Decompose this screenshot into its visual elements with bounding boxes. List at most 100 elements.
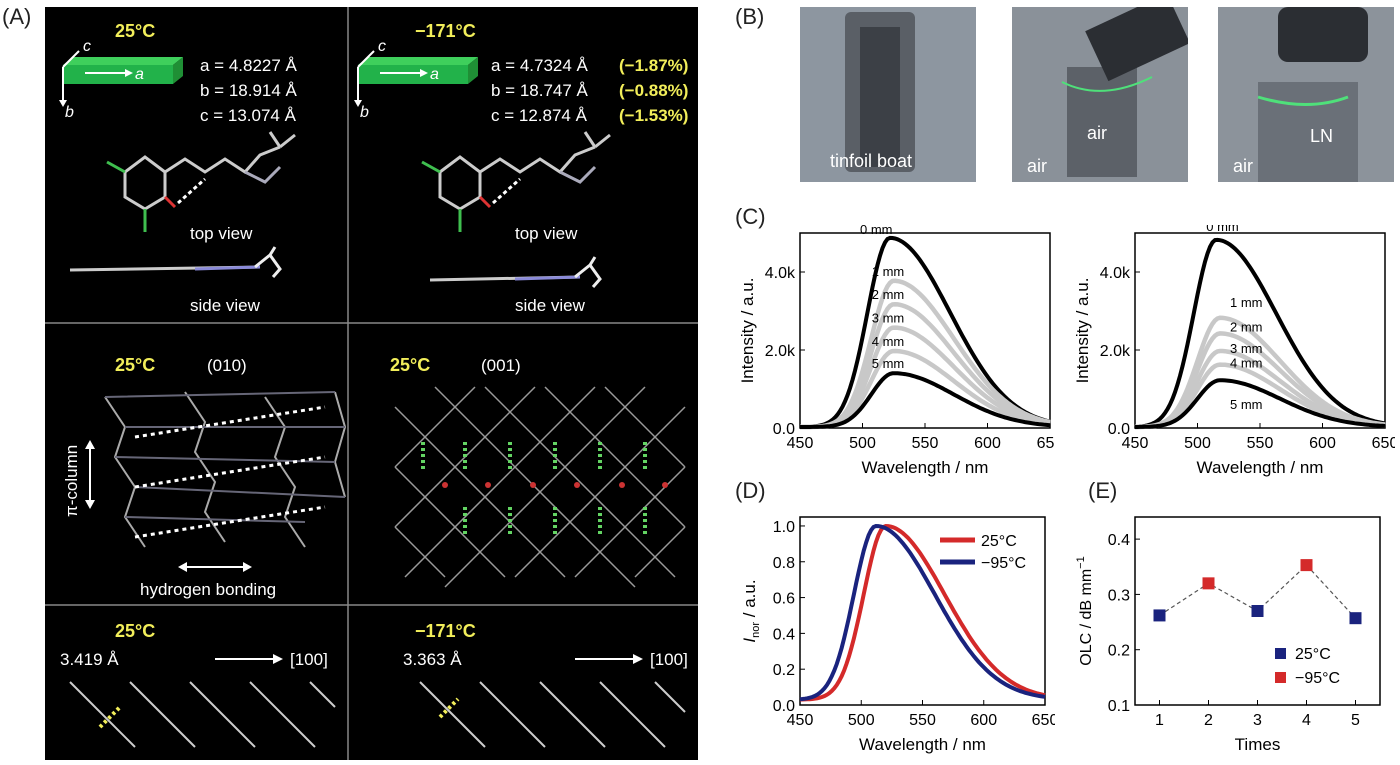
temp-label: −171°C [415, 621, 476, 641]
direction-label: [100] [650, 650, 688, 669]
x-tick-label: 650 [1032, 712, 1055, 729]
unit-cell-axes: a b c [59, 38, 183, 121]
stack-distance: 3.363 Å [403, 650, 462, 669]
y-tick-label: 0.0 [773, 698, 795, 715]
legend-label: −95°C [1295, 670, 1340, 687]
svg-text:b: b [65, 104, 74, 121]
y-tick-label: 0.4 [1108, 532, 1130, 549]
panel-label-a: (A) [2, 4, 32, 29]
temp-label: −171°C [415, 21, 476, 41]
panel-label-c: (C) [735, 204, 766, 229]
data-point [1153, 609, 1166, 622]
x-tick-label: 450 [1122, 435, 1149, 452]
lattice-a: a = 4.7324 Å [491, 56, 589, 75]
y-tick-label: 0.0 [773, 421, 795, 438]
series-label: 2 mm [1230, 319, 1263, 334]
y-axis-title: OLC / dB mm−1 [1075, 556, 1095, 665]
stacked-molecules [69, 681, 336, 748]
air-label-1: air [1087, 123, 1107, 143]
x-tick-label: 500 [849, 435, 876, 452]
temp-label: 25°C [115, 355, 155, 375]
y-axis-title: Intensity / a.u. [1073, 278, 1092, 384]
series-label: 4 mm [1230, 356, 1263, 371]
molecule-top-view [106, 131, 296, 232]
molecule-side-view [429, 256, 602, 288]
y-tick-label: 0.4 [773, 626, 795, 643]
x-tick-label: 3 [1253, 712, 1262, 729]
svg-text:a: a [135, 66, 144, 83]
stack-distance: 3.419 Å [60, 650, 119, 669]
x-tick-label: 450 [787, 435, 814, 452]
lattice-c: c = 13.074 Å [200, 106, 297, 125]
legend-label: −95°C [981, 555, 1026, 572]
normalized-emission-chart: 450 500 550 600 650 0.0 0.2 0.4 0.6 0.8 1.0 Wavelen… [740, 516, 1055, 754]
olc-chart: 1 2 3 4 5 0.1 0.2 0.3 0.4 Times OLC / dB mm−1 25°C −… [1075, 516, 1381, 754]
air-label-3: air [1233, 156, 1253, 176]
y-tick-label: 0.8 [773, 555, 795, 572]
plot-frame [799, 232, 1051, 429]
series-label: 1 mm [1230, 295, 1263, 310]
series-label: 4 mm [872, 334, 905, 349]
y-tick-label: 0.2 [1108, 643, 1130, 660]
cell-r3c1: 25°C 3.419 Å [100] [60, 621, 336, 748]
y-tick-label: 4.0k [1100, 265, 1131, 282]
series-label: 5 mm [872, 356, 905, 371]
hbond-dots [421, 442, 647, 537]
side-view-label: side view [515, 296, 586, 315]
emission-chart-left: 450 500 550 600 650 0.0 2.0k 4.0k Wavelength / n… [738, 225, 1055, 477]
lattice-b: b = 18.747 Å [491, 81, 589, 100]
series-label: 2 mm [872, 287, 905, 302]
ln-label: LN [1310, 126, 1333, 146]
panel-label-e: (E) [1088, 478, 1118, 503]
panel-label-d: (D) [735, 478, 766, 503]
series-label: 5 mm [1230, 397, 1263, 412]
x-tick-label: 500 [1184, 435, 1211, 452]
direction-label: [100] [290, 650, 328, 669]
x-tick-label: 550 [1247, 435, 1274, 452]
legend-swatch [1275, 672, 1286, 683]
pi-column-arrow: π-column [62, 440, 95, 517]
series-label: 0 mm [1206, 225, 1239, 234]
x-axis-title: Wavelength / nm [859, 735, 986, 754]
y-tick-label: 2.0k [1100, 343, 1131, 360]
legend-swatch [1275, 648, 1286, 659]
x-tick-label: 5 [1351, 712, 1360, 729]
y-axis-title: Intensity / a.u. [738, 278, 757, 384]
series-line [1135, 378, 1386, 429]
x-axis-title: Times [1235, 735, 1281, 754]
svg-text:a: a [430, 66, 439, 83]
data-point [1349, 612, 1362, 625]
series-line [800, 301, 1051, 430]
cell-r1c1: 25°C a b c a = 4.8227 Å b = 18.914 Å c =… [59, 21, 298, 315]
data-point [1202, 577, 1215, 590]
molecule-side-view [69, 246, 282, 278]
y-axis-title: Inor / a.u. [740, 579, 762, 642]
unit-cell-axes: a b c [354, 38, 478, 121]
svg-text:c: c [83, 38, 91, 55]
series-label: 3 mm [1230, 341, 1263, 356]
cell-r2c2: 25°C (001) [390, 355, 686, 588]
hydrogen-bond-arrow [178, 562, 252, 572]
photo-tinfoil-boat: tinfoil boat [800, 7, 976, 182]
temp-label: 25°C [115, 621, 155, 641]
svg-text:c: c [378, 38, 386, 55]
tinfoil-boat-label: tinfoil boat [830, 151, 912, 171]
lattice-b: b = 18.914 Å [200, 81, 298, 100]
x-axis-title: Wavelength / nm [862, 458, 989, 477]
stacked-molecules [419, 681, 686, 748]
y-tick-label: 0.6 [773, 591, 795, 608]
lattice-a-change: (−1.87%) [619, 56, 688, 75]
lattice-b-change: (−0.88%) [619, 81, 688, 100]
cell-r3c2: −171°C 3.363 Å [100] [403, 621, 688, 748]
x-tick-label: 2 [1204, 712, 1213, 729]
hydrogen-bonding-label: hydrogen bonding [140, 580, 276, 599]
y-tick-label: 0.2 [773, 662, 795, 679]
photo-air: air air [1012, 7, 1188, 182]
lattice-a: a = 4.8227 Å [200, 56, 298, 75]
y-tick-label: 4.0k [765, 265, 796, 282]
data-point [1300, 559, 1313, 572]
series-line [800, 523, 1046, 702]
panel-label-b: (B) [735, 4, 765, 29]
x-tick-label: 650 [1372, 435, 1395, 452]
svg-text:b: b [360, 104, 369, 121]
